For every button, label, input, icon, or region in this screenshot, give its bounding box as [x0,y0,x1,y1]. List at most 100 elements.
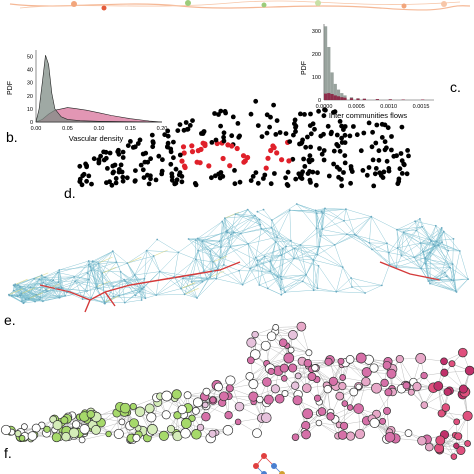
panel-f-node [292,395,303,406]
panel-c-xtick-label: 0.0000 [316,104,333,110]
panel-d-point [389,134,394,139]
panel-f-node [301,429,311,440]
panel-f-node [119,402,131,414]
panel-d-point [237,133,243,139]
panel-f-node [353,403,364,414]
panel-d-point [308,111,313,117]
panel-d-point [221,130,227,136]
panel-b-yticks: 50 40 30 20 10 0 [27,55,33,126]
panel-f-node [234,401,245,412]
panel-d-point [212,111,218,116]
panel-f-node [0,424,12,435]
panel-f-node [61,432,71,442]
panel-d-point [321,148,327,153]
panel-d-point [373,166,379,171]
panel-c-bar [356,98,360,100]
panel-f-node [261,412,272,423]
panel-b-xtick-label: 0.10 [94,126,105,132]
panel-d-point [370,129,375,135]
panel-d-point [232,168,237,173]
panel-f-node [435,435,446,446]
panel-d-point [348,180,353,186]
panel-d-point [342,153,348,159]
panel-d-point [263,165,269,171]
panel-d-point [302,164,308,169]
panel-f-node [248,379,259,390]
panel-d-point [268,147,274,154]
panel-f-node [251,330,259,339]
panel-c-bar [401,99,405,100]
panel-f-node [345,355,355,364]
panel-d-point [89,181,94,187]
panel-f-node [234,418,242,426]
panel-f-node [281,375,288,382]
panel-d-point [181,163,188,169]
panel-d-point [339,183,345,189]
panel-f-node [339,374,347,381]
panel-f-node [219,391,229,402]
panel-f-node [453,418,461,426]
panel-f-node [380,378,389,388]
panel-f-node [355,352,367,364]
panel-d-point [297,141,302,147]
panel-b-ytick-label: 50 [27,55,33,61]
panel-f-node [263,394,274,405]
panel-e-vessel-network [7,203,469,313]
panel-d-point [153,177,159,183]
panel-f-node [129,418,139,429]
panel-f-node [464,440,471,447]
panel-d-point [177,122,183,127]
panel-d-point [221,138,227,144]
panel-d-point [302,112,307,117]
panel-f-node [437,409,446,418]
panel-d-point [313,182,319,188]
panel-c-xticks: 0.0000 0.0005 0.0010 0.0015 [316,104,430,110]
panel-d-point [347,133,353,139]
panel-f-node [369,363,379,373]
panel-d-point [308,180,313,185]
panel-f-node [256,395,264,404]
panel-f-node [245,372,254,381]
panel-f-node [270,384,280,394]
panel-c-ytick-label: 200 [312,52,321,58]
panel-d-point [305,171,311,177]
panel-c-bar [330,72,334,100]
panel-e-nodes [7,203,469,305]
panel-d-point [169,174,175,180]
panel-f-node [262,377,272,387]
panel-c-bars [324,26,425,100]
panel-b-ytick-label: 40 [27,68,33,74]
panel-d-point [401,161,407,167]
panel-d-point [318,133,324,139]
panel-f-node [51,432,62,443]
panel-d-point [379,135,385,140]
panel-e: e. [4,203,469,328]
panel-d-point [274,118,280,123]
panel-f-node [402,381,411,390]
panel-b-ytick-label: 10 [27,107,33,113]
panel-d-point [331,148,337,154]
panel-f-node [443,387,452,396]
panel-d-point [217,175,223,181]
panel-f-node [86,410,95,419]
panel-f-node [224,411,233,420]
panel-d-point [127,139,133,144]
panel-d-point [312,126,317,132]
panel-d-point [175,128,181,134]
panel-f-node [417,436,427,446]
panel-d-point [98,153,103,159]
panel-f-node [68,427,80,439]
panel-f-node [60,416,69,425]
panel-d-point [300,169,305,175]
panel-f-node [317,407,327,416]
panel-f-node [307,372,317,381]
panel-d-point [116,169,122,175]
panel-d-point [331,161,336,167]
panel-d-point [348,166,354,172]
panel-d-point [305,134,310,140]
panel-a-cropped-network [0,0,474,11]
panel-d-point [84,163,89,169]
panel-d-point [264,130,270,136]
panel-f-community-network [0,321,474,460]
panel-f-node [202,401,209,409]
